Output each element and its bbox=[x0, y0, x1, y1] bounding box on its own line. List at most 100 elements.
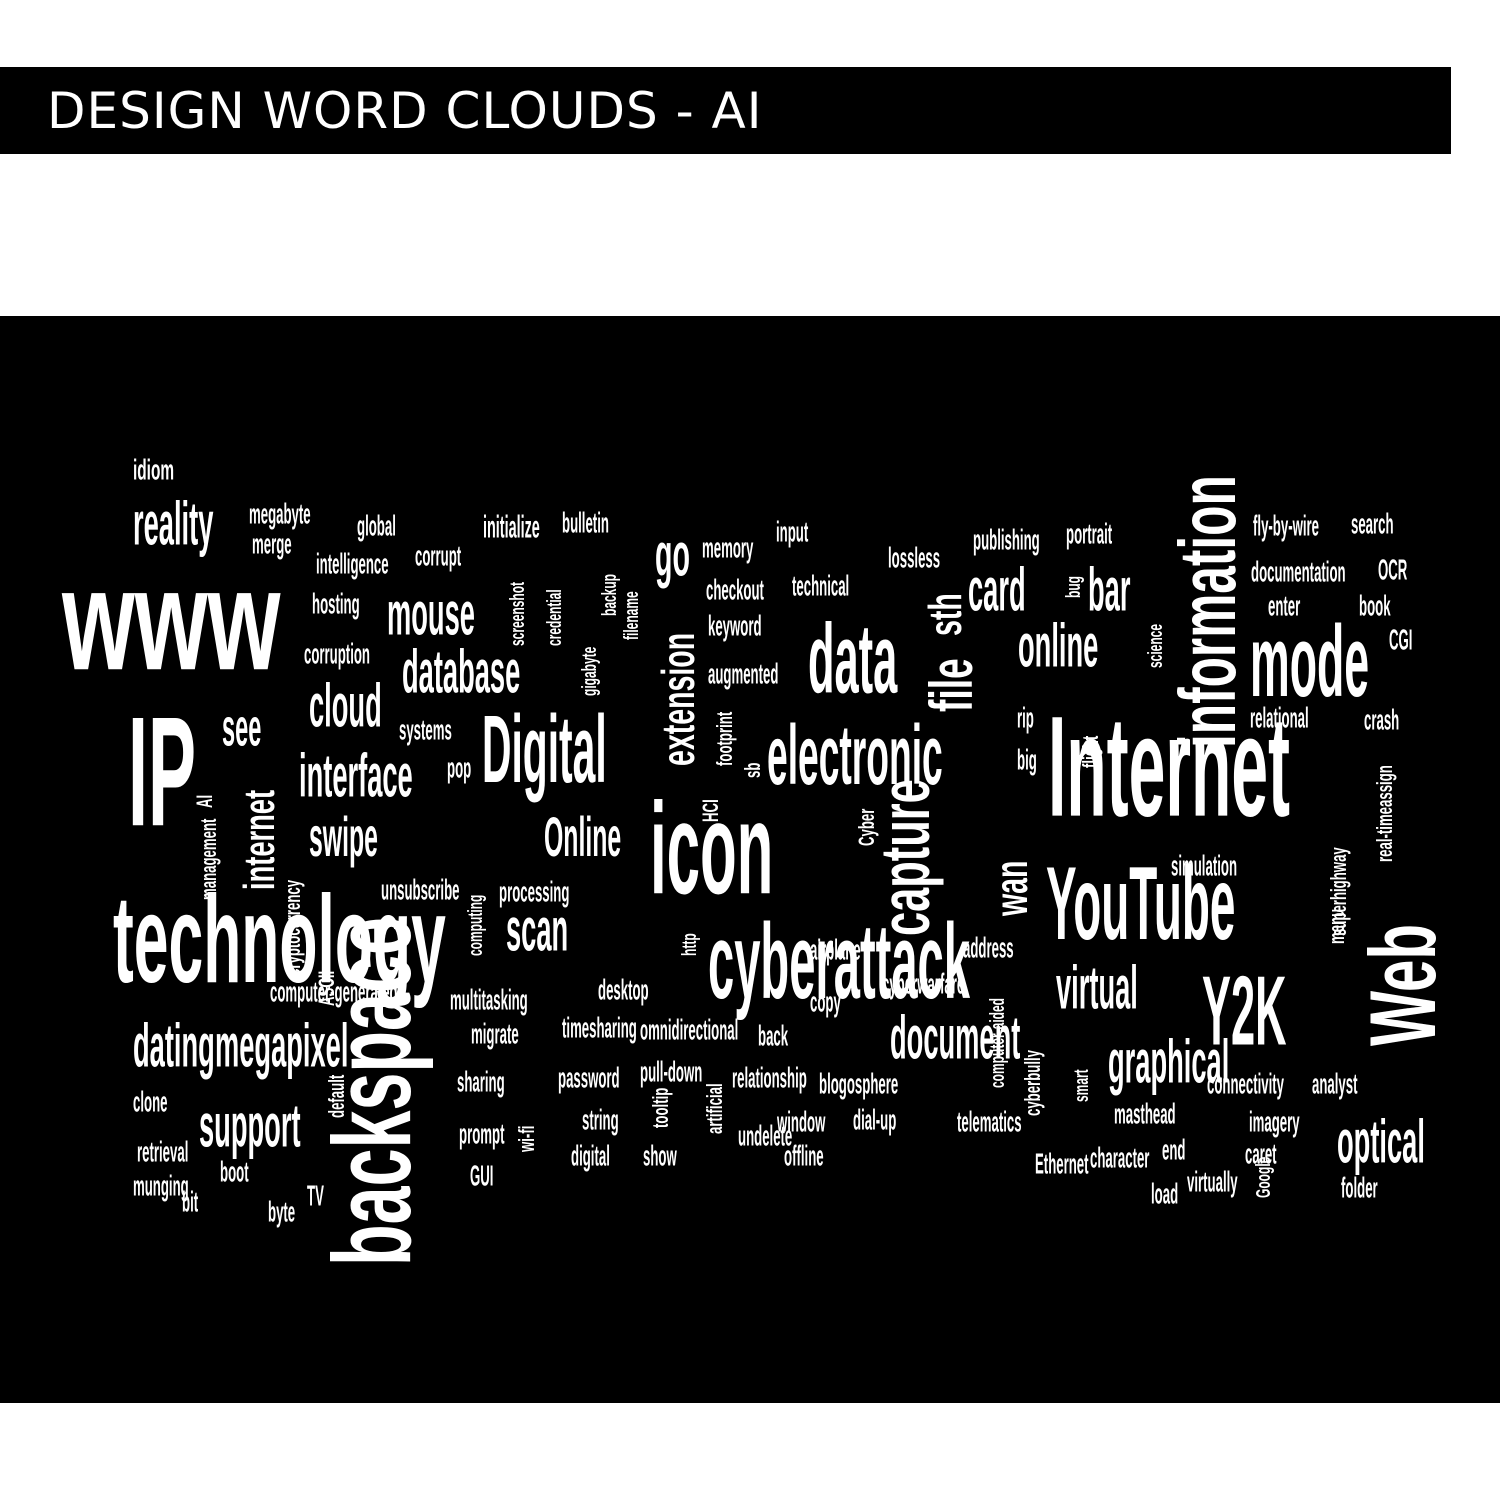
word: caret bbox=[1245, 1137, 1277, 1170]
word-vertical: extension bbox=[652, 632, 704, 766]
word: go bbox=[655, 520, 690, 590]
word: TV bbox=[307, 1179, 324, 1212]
page-title: DESIGN WORD CLOUDS - AI bbox=[47, 82, 763, 140]
word: book bbox=[1359, 589, 1391, 622]
word-vertical: flight bbox=[1078, 735, 1103, 768]
word: clone bbox=[133, 1085, 168, 1118]
word-vertical: Google bbox=[1253, 1156, 1275, 1198]
word-vertical: ASCII bbox=[314, 970, 339, 1006]
word-vertical: bug bbox=[1063, 576, 1085, 598]
word: copy bbox=[810, 985, 841, 1018]
word: undelete bbox=[738, 1119, 793, 1152]
word: back bbox=[758, 1019, 789, 1052]
word: CGI bbox=[1389, 623, 1413, 656]
word-vertical: computer-aided bbox=[987, 997, 1009, 1088]
word: intelligence bbox=[316, 547, 389, 580]
word-cloud: idiom reality megabyte merge global inte… bbox=[0, 316, 1500, 1403]
word: cyberattack bbox=[708, 903, 970, 1022]
word: munging bbox=[133, 1169, 189, 1202]
word-vertical: management bbox=[196, 818, 221, 900]
word: password bbox=[558, 1061, 620, 1094]
word: connectivity bbox=[1207, 1067, 1285, 1100]
word: global bbox=[357, 509, 396, 542]
word: processing bbox=[499, 875, 570, 908]
word-vertical: cyberbully bbox=[1020, 1049, 1045, 1116]
word-vertical: cryptocurrency bbox=[280, 879, 305, 976]
word-vertical: sth bbox=[919, 593, 971, 636]
word-vertical: artificial bbox=[702, 1083, 727, 1134]
word: telematics bbox=[957, 1105, 1022, 1138]
word-vertical: tooltip bbox=[648, 1087, 673, 1128]
word: retrieval bbox=[137, 1135, 189, 1168]
word: character bbox=[1090, 1141, 1150, 1174]
word-vertical: science bbox=[1145, 623, 1167, 668]
word: byte bbox=[268, 1195, 296, 1228]
word: YouTube bbox=[1046, 845, 1236, 962]
word-vertical: real-timeassign bbox=[1372, 765, 1397, 862]
word: database bbox=[402, 637, 521, 707]
word: optical bbox=[1337, 1107, 1425, 1177]
word: load bbox=[1151, 1177, 1179, 1210]
word-vertical: wan bbox=[985, 860, 1037, 916]
word-vertical: default bbox=[324, 1074, 349, 1118]
word: show bbox=[643, 1139, 677, 1172]
word-vertical: wi-fi bbox=[514, 1125, 539, 1152]
word: megapixel bbox=[215, 1011, 349, 1081]
word-vertical: AI bbox=[192, 794, 217, 808]
word-vertical: computing bbox=[465, 894, 487, 956]
word: merge bbox=[252, 527, 292, 560]
word: scan bbox=[506, 895, 569, 965]
word: mode bbox=[1250, 606, 1370, 719]
word: input bbox=[776, 515, 809, 548]
word-vertical: capture bbox=[866, 779, 944, 936]
title-bar: DESIGN WORD CLOUDS - AI bbox=[0, 67, 1451, 154]
word: virtually bbox=[1187, 1165, 1238, 1198]
word: corrupt bbox=[415, 539, 462, 572]
word: corruption bbox=[304, 637, 370, 670]
word: offline bbox=[784, 1139, 824, 1172]
word: cloud bbox=[309, 671, 382, 741]
word: card bbox=[968, 555, 1026, 625]
word: megabyte bbox=[249, 497, 311, 530]
word-vertical: http bbox=[679, 933, 701, 956]
word: graphical bbox=[1108, 1027, 1230, 1097]
word: OCR bbox=[1378, 553, 1408, 586]
word: electronic bbox=[767, 708, 943, 803]
word: publishing bbox=[973, 523, 1040, 556]
word-vertical: gigabyte bbox=[579, 646, 601, 696]
word: reality bbox=[133, 489, 214, 559]
word: lossless bbox=[888, 541, 941, 574]
word-vertical: menu bbox=[1324, 908, 1349, 944]
word: Y2K bbox=[1202, 956, 1287, 1066]
word: swipe bbox=[309, 807, 378, 869]
word: migrate bbox=[471, 1017, 519, 1050]
word: GUI bbox=[470, 1159, 494, 1192]
word: relationship bbox=[732, 1061, 807, 1094]
word: systems bbox=[399, 713, 452, 746]
word: multitasking bbox=[450, 983, 528, 1016]
word-vertical: file bbox=[918, 658, 985, 712]
word: augmented bbox=[708, 657, 779, 690]
word: blogosphere bbox=[819, 1067, 899, 1100]
word-vertical: internet bbox=[235, 789, 284, 890]
word-vertical: HCI bbox=[698, 799, 723, 822]
word: pull-down bbox=[640, 1055, 703, 1088]
word: portrait bbox=[1066, 517, 1113, 550]
word: initialize bbox=[483, 510, 540, 546]
word-vertical: filename bbox=[621, 591, 643, 640]
word: bar bbox=[1088, 555, 1131, 625]
word: IP bbox=[128, 684, 197, 860]
word: simulation bbox=[1171, 849, 1238, 882]
word: airplane bbox=[810, 933, 861, 966]
word: technology bbox=[113, 870, 446, 1010]
word: mouse bbox=[387, 579, 475, 649]
word: icon bbox=[650, 776, 774, 922]
word: desktop bbox=[598, 973, 649, 1006]
word: omnidirectional bbox=[640, 1013, 739, 1046]
word: pop bbox=[447, 751, 472, 784]
word: hosting bbox=[312, 587, 360, 620]
word-vertical: footprint bbox=[712, 711, 737, 766]
word: window bbox=[777, 1105, 826, 1138]
word-vertical: backup bbox=[599, 573, 621, 616]
word: analyst bbox=[1312, 1067, 1358, 1100]
